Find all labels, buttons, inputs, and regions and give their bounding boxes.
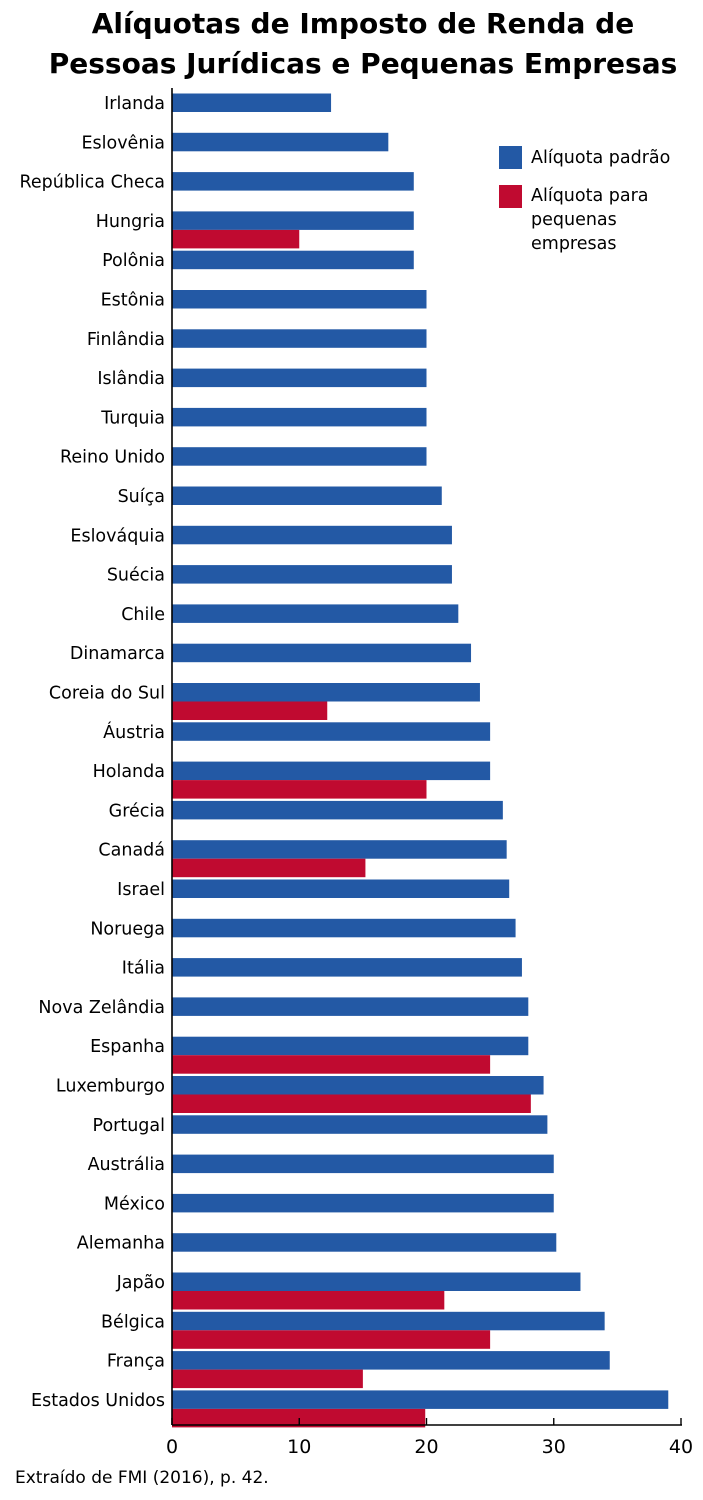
bar-standard-rate [172, 918, 516, 938]
bar-standard-rate [172, 1311, 605, 1331]
x-axis-ticks: 0 10 20 30 40 [166, 1418, 693, 1458]
bar-standard-rate [172, 840, 507, 859]
category-label: Islândia [97, 369, 165, 389]
x-tick-label: 0 [166, 1436, 178, 1458]
legend: Alíquota padrão Alíquota para pequenas empr… [499, 146, 670, 254]
category-label: Turquia [100, 408, 165, 428]
bar-standard-rate [172, 250, 414, 270]
category-label: México [104, 1194, 165, 1214]
category-label: Áustria [103, 721, 165, 743]
bar-standard-rate [172, 683, 480, 702]
category-label: Alemanha [77, 1234, 165, 1254]
bar-standard-rate [172, 172, 414, 191]
category-label: Estônia [101, 291, 165, 311]
category-label: Irlanda [104, 94, 165, 114]
category-label: Suécia [107, 566, 165, 586]
bar-standard-rate [172, 1351, 610, 1370]
axes [171, 88, 682, 1426]
bar-small-business-rate [172, 1291, 445, 1310]
bar-small-business-rate [172, 858, 366, 878]
category-label: Israel [117, 880, 165, 900]
bar-standard-rate [172, 1193, 554, 1213]
bar-standard-rate [172, 958, 522, 977]
x-tick-label: 10 [287, 1436, 311, 1458]
legend-label-standard: Alíquota padrão [531, 148, 670, 168]
bar-area [172, 93, 669, 1428]
bar-standard-rate [172, 997, 529, 1016]
bar-small-business-rate [172, 1094, 531, 1113]
category-label: Holanda [93, 762, 165, 782]
bar-standard-rate [172, 368, 427, 388]
category-label: Dinamarca [70, 644, 165, 664]
bar-standard-rate [172, 643, 472, 663]
bar-standard-rate [172, 1233, 557, 1252]
category-label: Chile [121, 605, 165, 625]
bar-standard-rate [172, 1390, 669, 1409]
category-label: Estados Unidos [31, 1391, 165, 1411]
category-label: Reino Unido [60, 448, 165, 468]
category-label: Grécia [109, 801, 165, 821]
bar-standard-rate [172, 800, 503, 820]
category-label: França [107, 1352, 165, 1372]
category-label: Bélgica [101, 1312, 165, 1332]
bar-small-business-rate [172, 780, 427, 799]
category-label: Eslovênia [81, 133, 165, 153]
x-tick-label: 40 [669, 1436, 693, 1458]
category-label: Polônia [102, 251, 165, 271]
category-label: República Checa [19, 173, 165, 193]
bar-standard-rate [172, 290, 427, 309]
bar-small-business-rate [172, 229, 300, 249]
bar-standard-rate [172, 1076, 544, 1095]
bar-standard-rate [172, 132, 389, 152]
category-label: Austrália [88, 1155, 165, 1175]
bar-small-business-rate [172, 701, 328, 720]
x-tick-label: 30 [542, 1436, 566, 1458]
category-label: Noruega [90, 919, 165, 939]
category-label: Japão [116, 1273, 165, 1293]
bar-standard-rate [172, 1036, 529, 1056]
bar-standard-rate [172, 879, 510, 898]
bar-standard-rate [172, 525, 452, 545]
chart-title-line-1: Alíquotas de Imposto de Renda de [92, 7, 634, 40]
bar-small-business-rate [172, 1369, 363, 1389]
bar-small-business-rate [172, 1055, 491, 1074]
bar-standard-rate [172, 722, 491, 741]
bar-small-business-rate [172, 1330, 491, 1349]
category-label: Portugal [93, 1116, 165, 1136]
category-label: Espanha [90, 1037, 165, 1057]
category-label: Eslováquia [70, 526, 165, 546]
bar-standard-rate [172, 329, 427, 348]
bar-standard-rate [172, 447, 427, 466]
bar-standard-rate [172, 1154, 554, 1174]
category-label: Itália [122, 959, 165, 979]
category-label: Finlândia [87, 330, 165, 350]
bar-standard-rate [172, 211, 414, 230]
bar-standard-rate [172, 1272, 581, 1291]
bar-standard-rate [172, 1115, 548, 1134]
category-label: Coreia do Sul [49, 684, 165, 704]
category-label: Canadá [98, 841, 165, 861]
legend-swatch-standard [499, 146, 522, 169]
category-labels: Irlanda Eslovênia República Checa Hungria Po… [19, 94, 165, 1411]
legend-label-small-business: Alíquota para pequenas empresas [531, 186, 649, 254]
bar-standard-rate [172, 486, 442, 505]
category-label: Luxemburgo [56, 1077, 165, 1097]
category-label: Nova Zelândia [38, 998, 165, 1018]
legend-swatch-small-business [499, 185, 522, 208]
bar-standard-rate [172, 407, 427, 427]
x-tick-label: 20 [414, 1436, 438, 1458]
bar-standard-rate [172, 565, 452, 584]
category-label: Suíça [118, 487, 165, 507]
source-note: Extraído de FMI (2016), p. 42. [15, 1468, 269, 1488]
chart-title-line-2: Pessoas Jurídicas e Pequenas Empresas [49, 47, 678, 80]
chart-title: Alíquotas de Imposto de Renda de Pessoas… [49, 7, 678, 80]
bar-standard-rate [172, 93, 332, 112]
category-label: Hungria [96, 212, 165, 232]
bar-standard-rate [172, 604, 459, 623]
bar-standard-rate [172, 761, 491, 781]
